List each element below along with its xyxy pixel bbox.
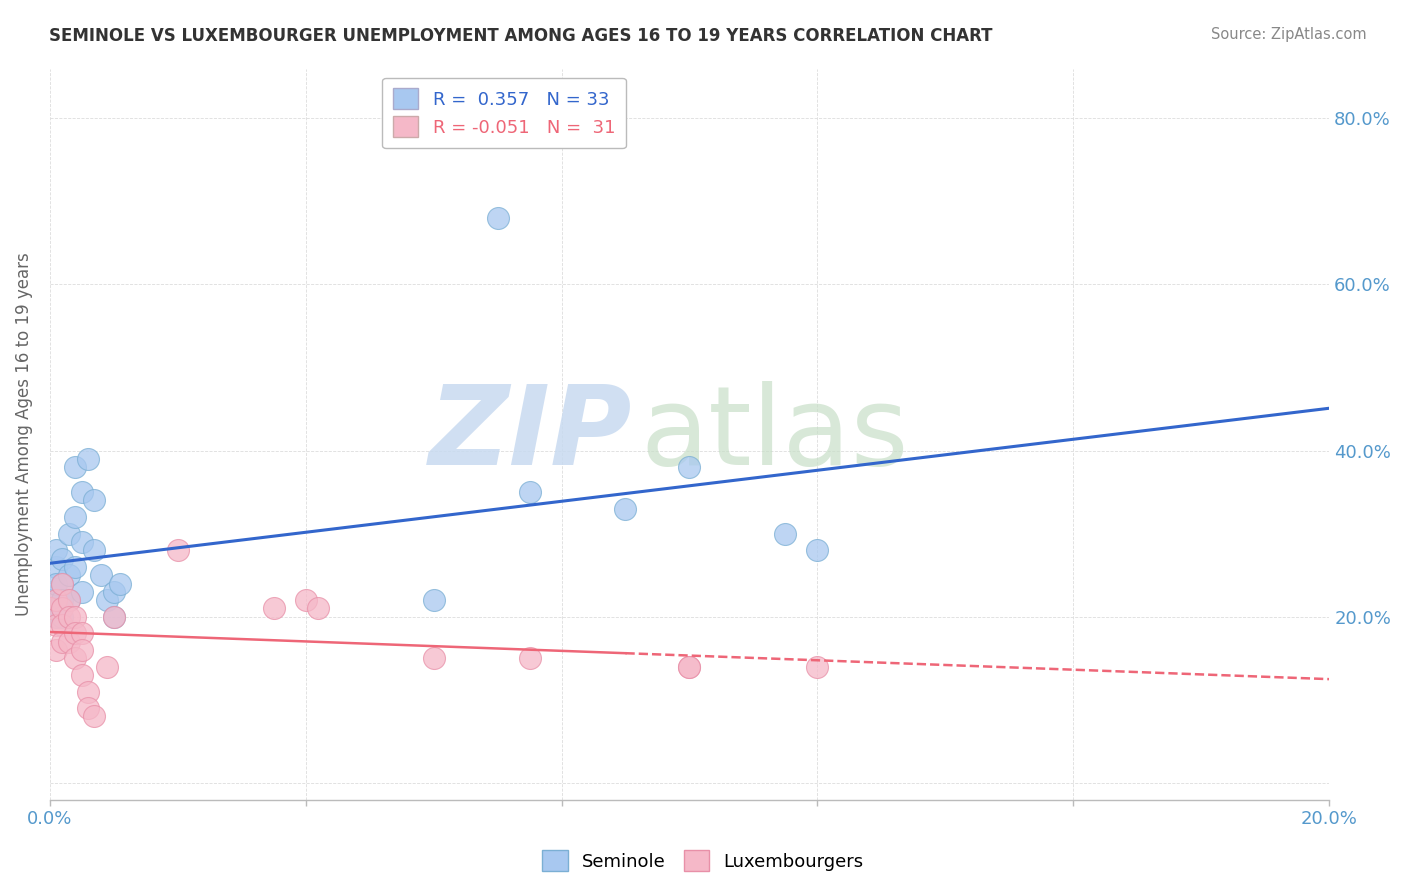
Point <box>775 526 797 541</box>
Point <box>58 593 80 607</box>
Point <box>83 709 105 723</box>
Point <box>45 543 67 558</box>
Legend: R =  0.357   N = 33, R = -0.051   N =  31: R = 0.357 N = 33, R = -0.051 N = 31 <box>382 78 626 148</box>
Point <box>45 609 67 624</box>
Point <box>45 576 67 591</box>
Point <box>77 452 100 467</box>
Point <box>806 659 828 673</box>
Point <box>263 601 285 615</box>
Point <box>103 609 125 624</box>
Point <box>166 543 188 558</box>
Point <box>678 460 700 475</box>
Point <box>45 593 67 607</box>
Point <box>45 643 67 657</box>
Point <box>108 576 131 591</box>
Point <box>58 609 80 624</box>
Point <box>65 651 87 665</box>
Point <box>65 510 87 524</box>
Point <box>58 568 80 582</box>
Point <box>51 551 73 566</box>
Point <box>51 576 73 591</box>
Point <box>65 460 87 475</box>
Point <box>70 643 93 657</box>
Point <box>614 501 637 516</box>
Point <box>678 659 700 673</box>
Point <box>103 585 125 599</box>
Point <box>90 568 112 582</box>
Point <box>70 585 93 599</box>
Point <box>806 543 828 558</box>
Point <box>51 593 73 607</box>
Text: Source: ZipAtlas.com: Source: ZipAtlas.com <box>1211 27 1367 42</box>
Point <box>65 609 87 624</box>
Point <box>422 593 444 607</box>
Point <box>65 626 87 640</box>
Point <box>103 609 125 624</box>
Point <box>70 485 93 500</box>
Point <box>70 535 93 549</box>
Point <box>51 601 73 615</box>
Point <box>83 493 105 508</box>
Point <box>422 651 444 665</box>
Point <box>38 601 60 615</box>
Point <box>51 618 73 632</box>
Point <box>96 659 118 673</box>
Text: ZIP: ZIP <box>429 381 631 488</box>
Point <box>77 684 100 698</box>
Point <box>519 485 541 500</box>
Point <box>58 526 80 541</box>
Point <box>83 543 105 558</box>
Point <box>678 659 700 673</box>
Point <box>70 668 93 682</box>
Text: atlas: atlas <box>641 381 910 488</box>
Point <box>77 701 100 715</box>
Legend: Seminole, Luxembourgers: Seminole, Luxembourgers <box>536 843 870 879</box>
Point <box>45 618 67 632</box>
Point <box>519 651 541 665</box>
Point <box>51 576 73 591</box>
Point <box>70 626 93 640</box>
Point <box>51 609 73 624</box>
Point <box>38 593 60 607</box>
Point <box>45 560 67 574</box>
Point <box>307 601 329 615</box>
Point <box>294 593 316 607</box>
Point <box>65 560 87 574</box>
Point <box>58 634 80 648</box>
Point <box>51 634 73 648</box>
Text: SEMINOLE VS LUXEMBOURGER UNEMPLOYMENT AMONG AGES 16 TO 19 YEARS CORRELATION CHAR: SEMINOLE VS LUXEMBOURGER UNEMPLOYMENT AM… <box>49 27 993 45</box>
Point <box>58 593 80 607</box>
Point <box>96 593 118 607</box>
Point <box>486 211 509 225</box>
Y-axis label: Unemployment Among Ages 16 to 19 years: Unemployment Among Ages 16 to 19 years <box>15 252 32 615</box>
